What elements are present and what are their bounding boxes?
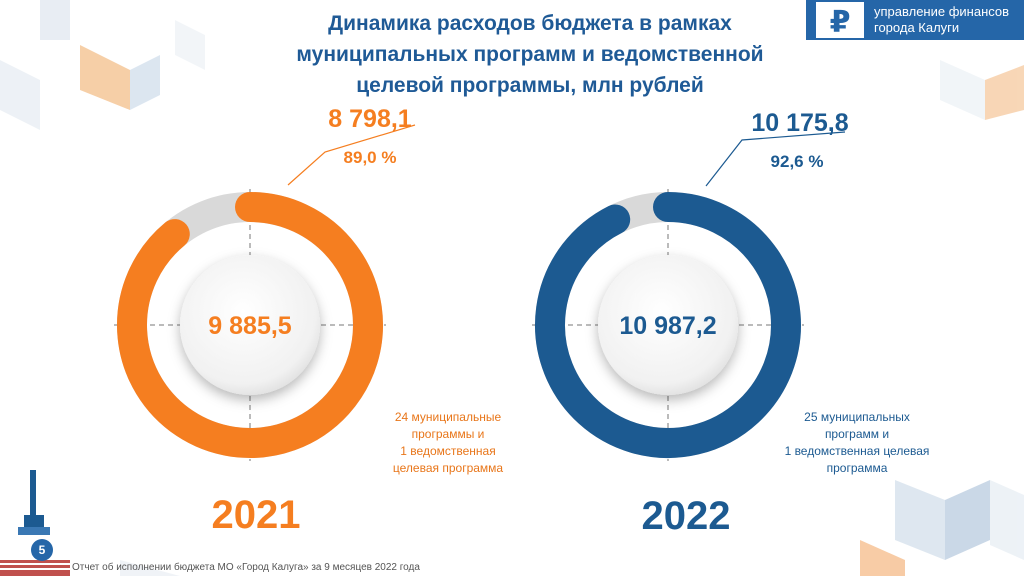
title-line-3: целевой программы, млн рублей bbox=[356, 74, 704, 97]
org-banner: ₽ управление финансов города Калуги bbox=[806, 0, 1024, 40]
donut-value-arc bbox=[117, 192, 383, 458]
donut-center-disk bbox=[180, 255, 320, 395]
donut-center-disk bbox=[598, 255, 738, 395]
donut-total-label: 10 987,2 bbox=[619, 312, 716, 340]
note-line: программ и bbox=[824, 427, 890, 441]
note-line: целевая программа bbox=[392, 461, 504, 475]
callout-line bbox=[287, 124, 416, 186]
org-name: управление финансов города Калуги bbox=[874, 4, 1009, 36]
executed-value-label: 10 175,8 bbox=[751, 109, 848, 137]
org-name-line-2: города Калуги bbox=[874, 20, 960, 35]
svg-text:₽: ₽ bbox=[830, 5, 851, 38]
donut-value-arc bbox=[535, 192, 801, 458]
title-line-2: муниципальных программ и ведомственной bbox=[296, 43, 764, 66]
note-line: 1 ведомственная bbox=[400, 444, 496, 458]
percent-label: 89,0 % bbox=[344, 148, 397, 167]
note-line: программа bbox=[826, 461, 888, 475]
executed-value-label: 8 798,1 bbox=[328, 105, 412, 133]
year-label: 2021 bbox=[212, 493, 301, 537]
callout-line bbox=[705, 131, 846, 187]
note-line: программы и bbox=[411, 427, 485, 441]
year-label: 2022 bbox=[642, 494, 731, 538]
page-number: 5 bbox=[31, 539, 53, 561]
note-line: 24 муниципальные bbox=[394, 410, 502, 424]
title-line-1: Динамика расходов бюджета в рамках bbox=[328, 12, 732, 35]
donut-2021: 9 885,5 8 798,1 89,0 % 2021 bbox=[114, 105, 416, 537]
footer-text: Отчет об исполнении бюджета МО «Город Ка… bbox=[72, 562, 420, 573]
percent-label: 92,6 % bbox=[771, 152, 824, 171]
donut-total-label: 9 885,5 bbox=[208, 312, 292, 340]
note-line: 1 ведомственная целевая bbox=[784, 444, 930, 458]
monument-icon bbox=[0, 470, 70, 576]
note-line: 25 муниципальных bbox=[804, 410, 910, 424]
programs-note-2021: 24 муниципальные программы и 1 ведомстве… bbox=[358, 409, 538, 477]
org-name-line-1: управление финансов bbox=[874, 4, 1010, 19]
donut-2022: 10 987,2 10 175,8 92,6 % 2022 bbox=[532, 109, 849, 538]
ruble-icon: ₽ bbox=[816, 2, 864, 40]
page-title: Динамика расходов бюджета в рамках муниц… bbox=[250, 8, 810, 101]
programs-note-2022: 25 муниципальных программ и 1 ведомствен… bbox=[767, 409, 947, 477]
